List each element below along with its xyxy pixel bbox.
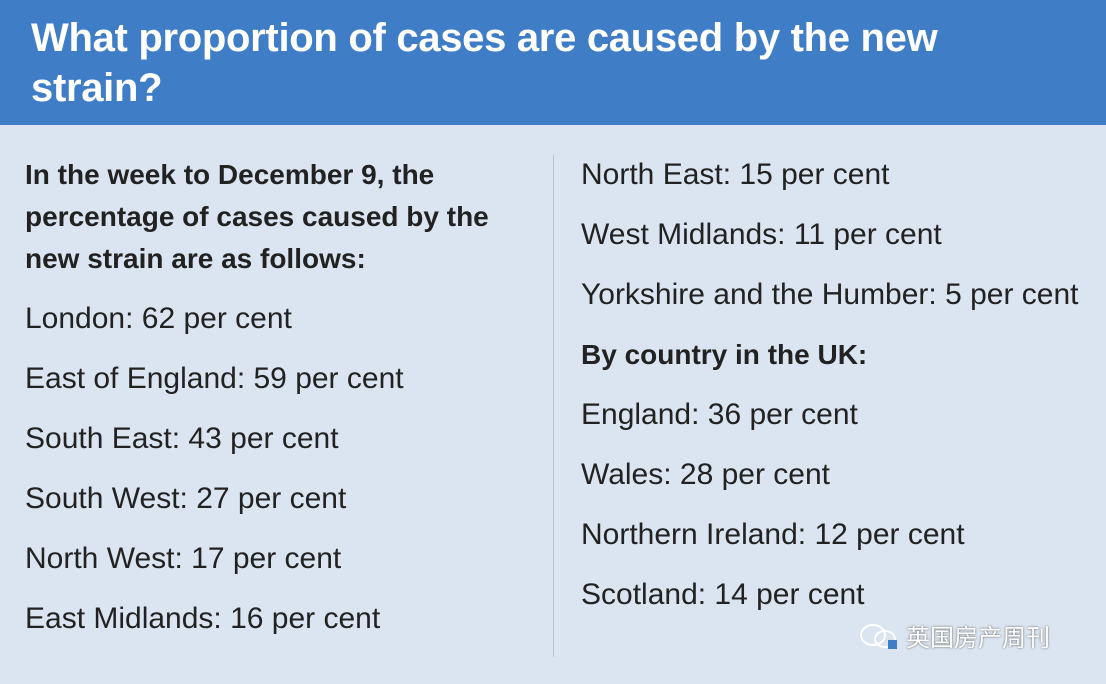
left-column: In the week to December 9, the percentag… xyxy=(25,154,535,658)
watermark: 英国房产周刊 xyxy=(858,618,1050,653)
list-item: Northern Ireland: 12 per cent xyxy=(581,518,965,551)
list-item: London: 62 per cent xyxy=(25,302,292,335)
section-heading: By country in the UK: xyxy=(581,339,868,370)
intro: In the week to December 9, the percentag… xyxy=(25,159,489,274)
right-column: North East: 15 per cent West Midlands: 11… xyxy=(581,154,1081,634)
watermark-icon xyxy=(860,623,897,649)
list-item: South East: 43 per cent xyxy=(25,422,339,455)
list-item: East Midlands: 16 per cent xyxy=(25,602,381,635)
header: What proportion of cases are caused by t… xyxy=(0,0,1106,125)
list-item: North East: 15 per cent xyxy=(581,158,890,191)
list-item: South West: 27 per cent xyxy=(25,482,347,515)
list-item: West Midlands: 11 per cent xyxy=(581,218,942,251)
title: What proportion of cases are caused by t… xyxy=(31,16,938,110)
list-item: North West: 17 per cent xyxy=(25,542,342,575)
list-item: East of England: 59 per cent xyxy=(25,362,404,395)
list-item: England: 36 per cent xyxy=(581,398,858,431)
list-item: Scotland: 14 per cent xyxy=(581,578,865,611)
list-item: Yorkshire and the Humber: 5 per cent xyxy=(581,278,1079,311)
watermark-text: 英国房产周刊 xyxy=(906,624,1050,652)
list-item: Wales: 28 per cent xyxy=(581,458,831,491)
divider xyxy=(553,155,554,657)
